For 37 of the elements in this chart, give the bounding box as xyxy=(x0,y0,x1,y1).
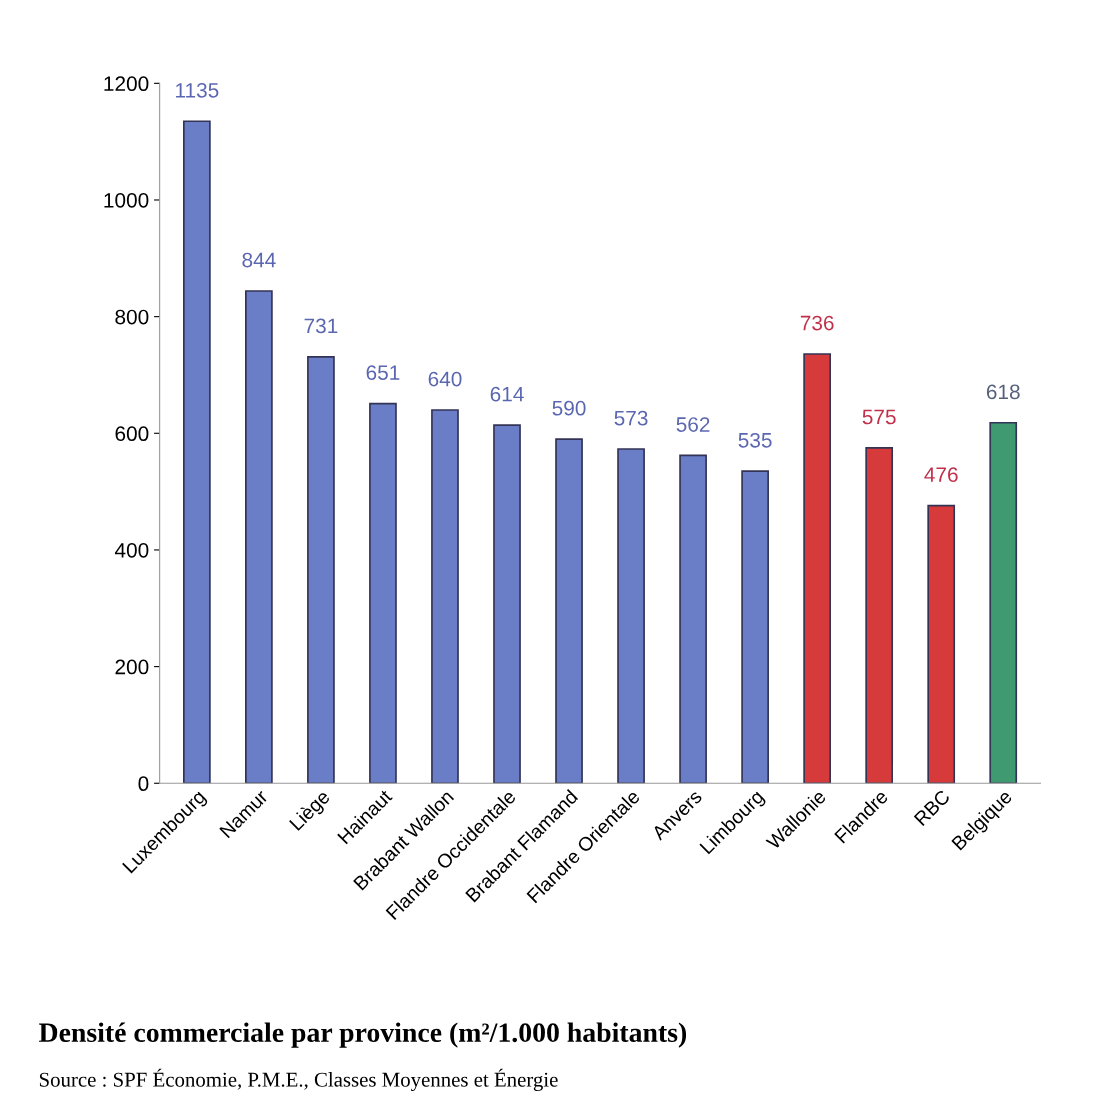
data-label: 640 xyxy=(428,371,462,387)
bar xyxy=(183,120,211,784)
data-label: 535 xyxy=(738,432,772,448)
data-label: 618 xyxy=(986,384,1020,400)
bar xyxy=(245,290,273,784)
bar xyxy=(989,421,1018,784)
y-tick-label: 0 xyxy=(138,776,149,792)
data-label: 731 xyxy=(304,318,338,334)
data-label: 590 xyxy=(552,400,586,416)
data-label: 844 xyxy=(242,252,276,268)
data-label: 573 xyxy=(614,410,648,426)
bar xyxy=(865,447,894,784)
bar xyxy=(307,356,335,784)
data-label: 614 xyxy=(490,386,524,402)
data-label: 1135 xyxy=(176,82,219,98)
text: Densité commerciale par province (m²/1.000 habitants) xyxy=(39,1022,687,1048)
bar xyxy=(927,504,956,784)
bar xyxy=(679,454,707,784)
bar xyxy=(493,424,521,784)
y-tick-label: 1000 xyxy=(104,192,149,208)
bar xyxy=(617,448,645,784)
data-label: 651 xyxy=(366,365,400,380)
data-label: 562 xyxy=(676,417,710,432)
data-label: 476 xyxy=(924,467,958,483)
y-tick-label: 1200 xyxy=(104,76,149,92)
y-tick-label: 600 xyxy=(115,426,149,442)
bar xyxy=(369,402,397,784)
y-tick-label: 200 xyxy=(115,659,149,675)
y-tick-label: 400 xyxy=(114,542,149,558)
source-note: Source : SPF Économie, P.M.E., Classes Moyennes et Énergie xyxy=(39,1068,558,1091)
bar xyxy=(555,438,583,784)
bar xyxy=(803,353,832,784)
data-label: 575 xyxy=(862,409,896,425)
bar xyxy=(431,409,459,784)
y-tick-label: 800 xyxy=(115,309,149,325)
data-label: 736 xyxy=(800,315,834,331)
bar xyxy=(741,470,769,784)
